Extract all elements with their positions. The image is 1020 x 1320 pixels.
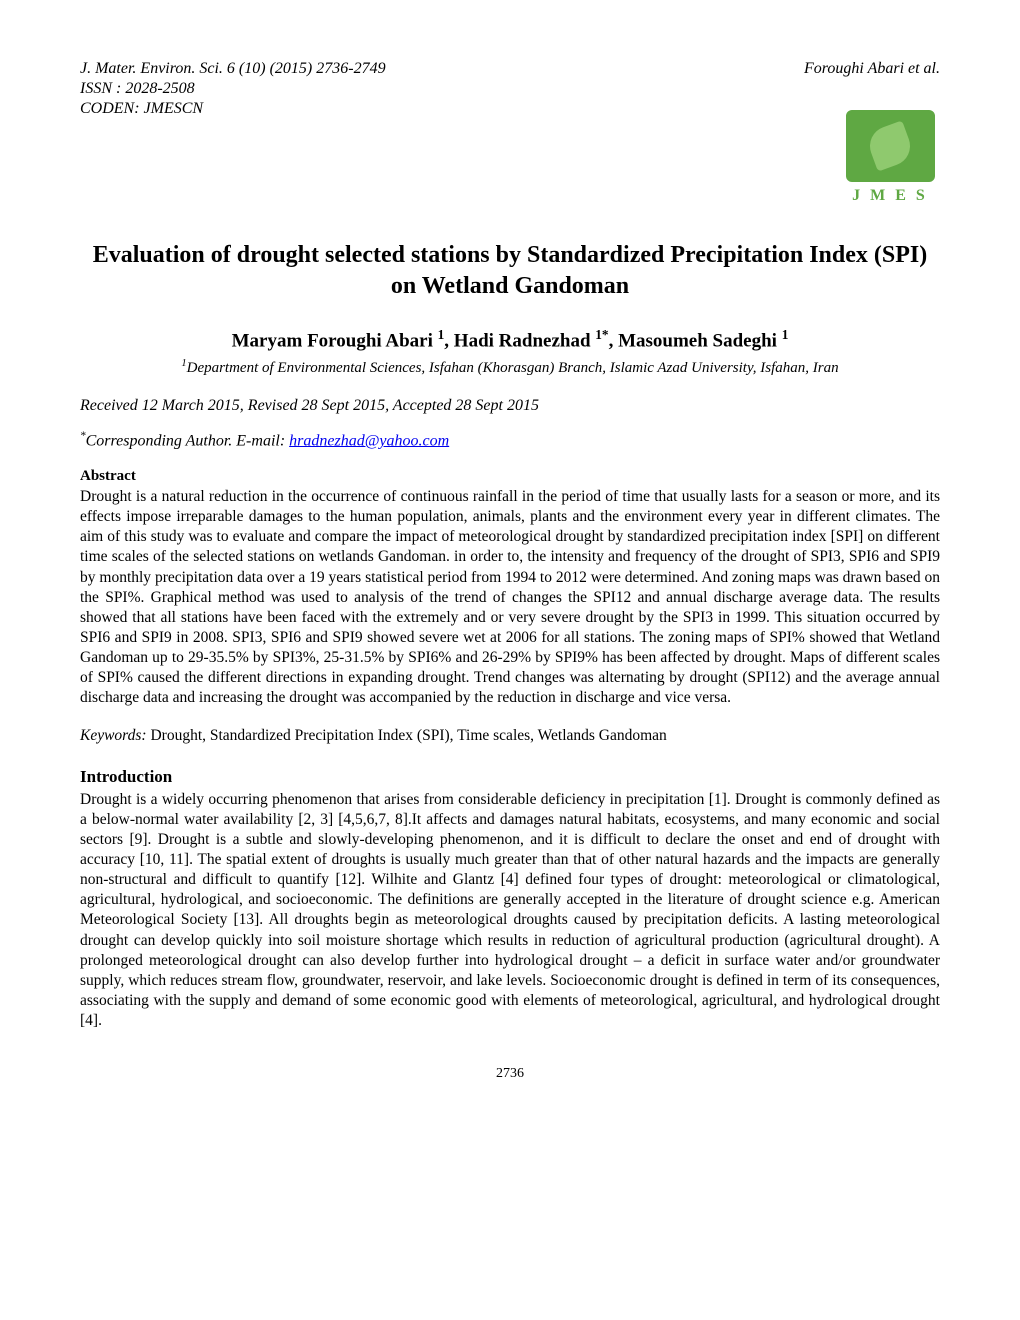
dates: Received 12 March 2015, Revised 28 Sept … <box>80 397 940 415</box>
author-3-sup: 1 <box>782 327 789 342</box>
corresponding-author: *Corresponding Author. E-mail: hradnezha… <box>80 430 940 450</box>
affiliation: 1Department of Environmental Sciences, I… <box>80 358 940 377</box>
header-row: J. Mater. Environ. Sci. 6 (10) (2015) 27… <box>80 60 940 78</box>
author-sep-1: , <box>444 331 454 352</box>
email-link[interactable]: hradnezhad@yahoo.com <box>289 432 449 449</box>
authors-short: Foroughi Abari et al. <box>804 60 940 78</box>
author-sep-2: , <box>609 331 619 352</box>
introduction-heading: Introduction <box>80 767 940 787</box>
author-2: Hadi Radnezhad <box>454 331 595 352</box>
author-2-sup: 1* <box>595 327 608 342</box>
abstract-heading: Abstract <box>80 468 940 485</box>
authors-line: Maryam Foroughi Abari 1, Hadi Radnezhad … <box>80 327 940 352</box>
keywords-label: Keywords: <box>80 727 150 744</box>
keywords-text: Drought, Standardized Precipitation Inde… <box>150 727 666 744</box>
abstract-text: Drought is a natural reduction in the oc… <box>80 487 940 709</box>
journal-logo: J M E S <box>840 110 940 210</box>
leaf-icon <box>864 120 915 171</box>
logo-icon <box>846 110 935 182</box>
issn: ISSN : 2028-2508 <box>80 80 940 98</box>
logo-text: J M E S <box>852 187 928 205</box>
author-1: Maryam Foroughi Abari <box>232 331 438 352</box>
introduction-text: Drought is a widely occurring phenomenon… <box>80 790 940 1032</box>
journal-info: J. Mater. Environ. Sci. 6 (10) (2015) 27… <box>80 60 386 78</box>
article-title: Evaluation of drought selected stations … <box>80 240 940 302</box>
page-number: 2736 <box>80 1066 940 1082</box>
logo-container: J M E S <box>80 110 940 210</box>
corresponding-label: Corresponding Author. E-mail: <box>86 432 290 449</box>
affiliation-text: Department of Environmental Sciences, Is… <box>187 360 839 376</box>
author-3: Masoumeh Sadeghi <box>618 331 782 352</box>
keywords: Keywords: Drought, Standardized Precipit… <box>80 727 940 745</box>
